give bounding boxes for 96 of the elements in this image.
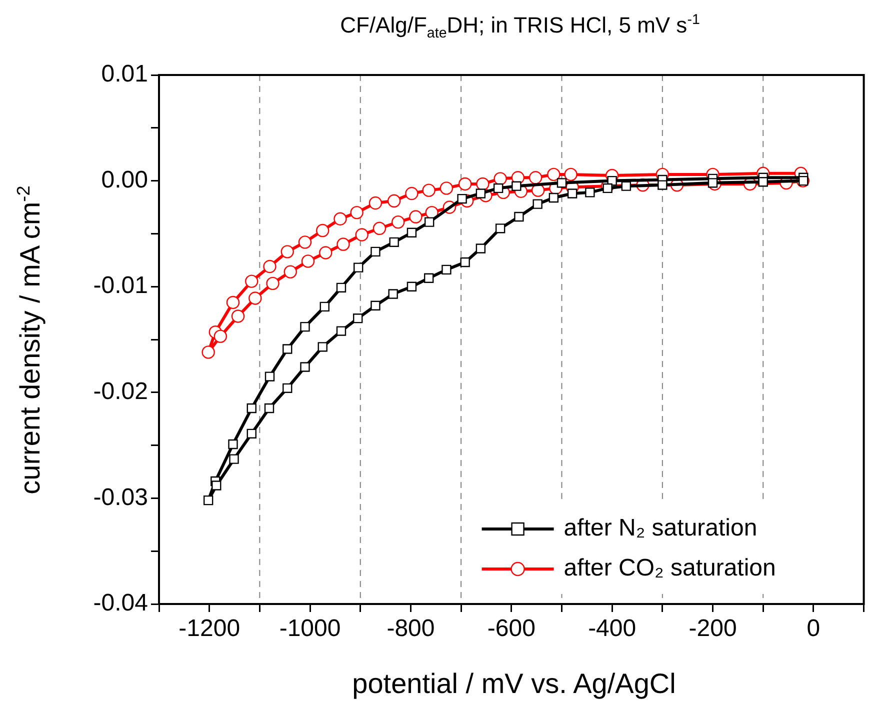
- y-tick-label: -0.04: [93, 590, 148, 617]
- point: [266, 276, 280, 290]
- point: [406, 228, 417, 238]
- point: [203, 495, 214, 506]
- point: [212, 480, 222, 490]
- point: [355, 228, 368, 242]
- point: [658, 180, 668, 190]
- x-tick-label: -1000: [279, 615, 341, 642]
- x-tick-label: -200: [688, 615, 737, 642]
- point: [406, 282, 417, 292]
- point: [514, 212, 524, 222]
- point: [758, 177, 768, 187]
- x-tick-label: -400: [588, 615, 636, 642]
- point: [282, 383, 292, 394]
- point: [231, 310, 245, 323]
- point: [280, 245, 294, 258]
- point: [409, 210, 422, 224]
- point: [298, 236, 312, 249]
- y-tick-label: -0.03: [93, 484, 148, 511]
- point: [300, 362, 310, 372]
- point: [370, 300, 380, 310]
- point: [476, 188, 486, 198]
- point: [301, 254, 315, 268]
- x-tick-label: -800: [386, 615, 435, 642]
- chart-title: CF/Alg/F$_{ate}$DH; in TRIS HCl, 5 mV s$^{-1}$: [340, 12, 700, 42]
- point: [585, 188, 595, 198]
- point: [318, 342, 328, 352]
- point: [476, 244, 486, 254]
- point: [460, 257, 470, 268]
- point: [282, 344, 292, 354]
- x-axis-title: potential / mV vs. Ag/AgCl: [352, 668, 676, 700]
- y-tick-label: 0.00: [101, 166, 148, 194]
- point: [353, 314, 363, 324]
- point: [336, 238, 350, 251]
- point: [602, 183, 612, 194]
- point: [798, 176, 808, 186]
- point: [214, 330, 228, 343]
- point: [494, 172, 507, 186]
- point: [354, 262, 364, 272]
- point: [370, 246, 380, 257]
- legend-label: after CO₂ saturation: [564, 554, 776, 582]
- x-tick-label: -600: [487, 615, 536, 642]
- point: [547, 168, 560, 182]
- point: [495, 224, 506, 234]
- point: [320, 302, 330, 312]
- point: [476, 177, 490, 191]
- point: [405, 186, 418, 200]
- point: [334, 212, 347, 226]
- point: [263, 260, 276, 274]
- point: [245, 274, 258, 288]
- point: [248, 292, 262, 305]
- point: [246, 403, 256, 414]
- point: [246, 428, 256, 439]
- point: [300, 322, 310, 332]
- point: [493, 183, 504, 194]
- point: [457, 194, 467, 204]
- point: [564, 168, 578, 182]
- x-tick-label: 0: [806, 615, 820, 642]
- point: [621, 181, 632, 191]
- point: [440, 182, 454, 195]
- point: [556, 178, 567, 188]
- point: [264, 372, 275, 382]
- point: [228, 439, 238, 450]
- point: [226, 296, 240, 310]
- point: [392, 215, 405, 229]
- point: [424, 273, 434, 283]
- point: [424, 217, 434, 227]
- point: [284, 265, 297, 278]
- point: [389, 237, 399, 248]
- point: [528, 171, 542, 184]
- point: [708, 178, 718, 188]
- point: [548, 192, 559, 203]
- point: [350, 206, 364, 220]
- point: [422, 184, 436, 197]
- point: [458, 177, 472, 191]
- legend-label: after N₂ saturation: [564, 514, 758, 542]
- point: [264, 403, 274, 414]
- point: [512, 181, 522, 191]
- point: [368, 196, 382, 210]
- point: [336, 282, 346, 292]
- point: [316, 224, 330, 238]
- point: [229, 454, 239, 464]
- y-tick-label: -0.01: [93, 272, 148, 300]
- point: [336, 326, 346, 336]
- point: [319, 246, 332, 260]
- point: [442, 264, 452, 275]
- point: [532, 199, 542, 209]
- point: [607, 176, 617, 186]
- y-tick-label: -0.02: [93, 378, 148, 406]
- point: [388, 289, 398, 299]
- point: [372, 222, 386, 236]
- point: [567, 188, 578, 198]
- point: [388, 194, 401, 208]
- point: [202, 346, 215, 359]
- y-tick-label: 0.01: [101, 60, 148, 88]
- x-tick-label: -1200: [178, 615, 240, 642]
